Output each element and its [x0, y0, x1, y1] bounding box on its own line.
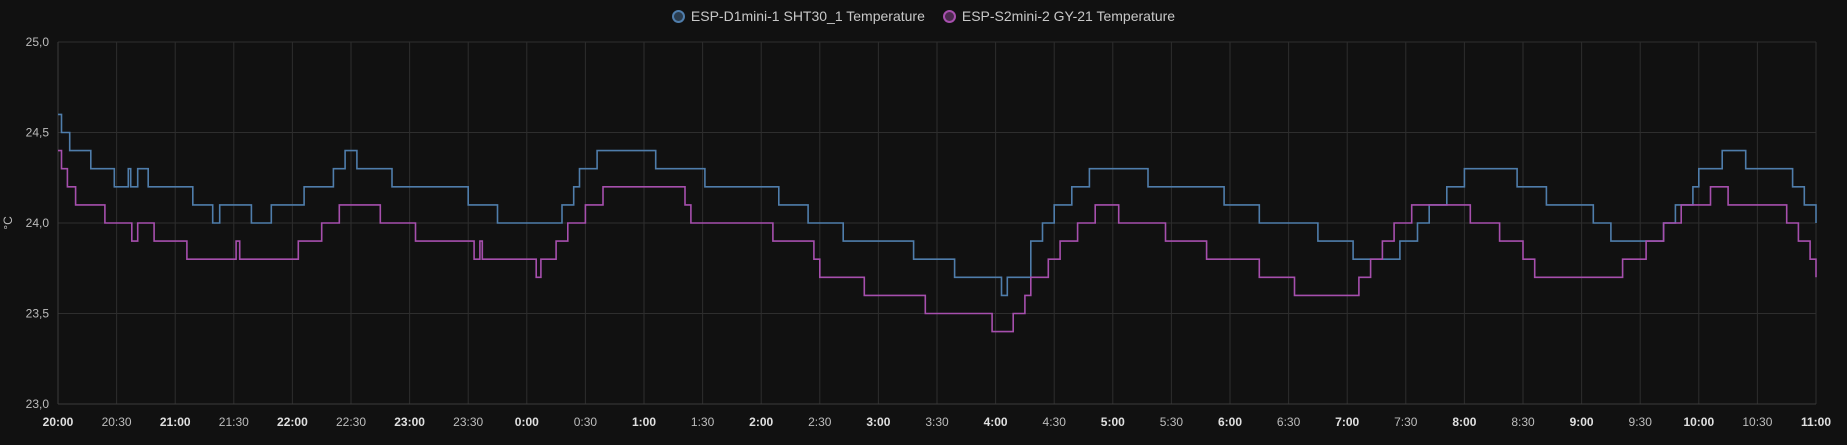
x-tick-label: 6:30	[1277, 415, 1301, 429]
x-tick-label: 22:30	[336, 415, 366, 429]
x-axis: 20:00 20:30 21:00 21:30 22:00 22:30 23:00 23:30…	[43, 415, 1832, 429]
x-tick-label: 0:00	[515, 415, 539, 429]
legend-item-series-1[interactable]: ESP-D1mini-1 SHT30_1 Temperature	[671, 8, 925, 24]
x-tick-label: 10:30	[1742, 415, 1772, 429]
y-tick-label: 24,5	[26, 126, 50, 140]
legend-label-series-1: ESP-D1mini-1 SHT30_1 Temperature	[690, 8, 925, 24]
x-tick-label: 0:30	[574, 415, 598, 429]
x-tick-label: 7:30	[1394, 415, 1418, 429]
x-tick-label: 20:30	[102, 415, 132, 429]
series-line-1[interactable]	[58, 113, 1817, 297]
legend-label-series-2: ESP-S2mini-2 GY-21 Temperature	[961, 8, 1176, 24]
chart-legend: ESP-D1mini-1 SHT30_1 Temperature ESP-S2m…	[0, 8, 1847, 24]
x-tick-label: 22:00	[277, 415, 308, 429]
x-tick-label: 11:00	[1801, 415, 1831, 429]
x-tick-label: 8:30	[1511, 415, 1535, 429]
x-tick-label: 21:30	[219, 415, 249, 429]
legend-swatch-series-2	[942, 9, 956, 23]
x-tick-label: 8:00	[1452, 415, 1476, 429]
legend-item-series-2[interactable]: ESP-S2mini-2 GY-21 Temperature	[942, 8, 1176, 24]
series-lines	[58, 113, 1817, 333]
x-tick-label: 23:00	[394, 415, 425, 429]
x-tick-label: 3:00	[866, 415, 890, 429]
y-tick-label: 23,0	[26, 397, 50, 411]
x-tick-label: 5:00	[1101, 415, 1125, 429]
x-tick-label: 4:30	[1043, 415, 1067, 429]
x-tick-label: 21:00	[160, 415, 191, 429]
y-tick-label: 25,0	[26, 35, 50, 49]
y-axis: 25,0 24,5 24,0 23,5 23,0 °C	[1, 35, 49, 411]
x-tick-label: 5:30	[1160, 415, 1184, 429]
x-tick-label: 3:30	[925, 415, 949, 429]
x-tick-label: 20:00	[43, 415, 74, 429]
x-tick-label: 1:30	[691, 415, 715, 429]
y-axis-label: °C	[1, 216, 15, 230]
x-tick-label: 9:30	[1629, 415, 1653, 429]
x-tick-label: 7:00	[1335, 415, 1359, 429]
x-tick-label: 6:00	[1218, 415, 1242, 429]
y-tick-label: 23,5	[26, 307, 50, 321]
series-line-2[interactable]	[58, 149, 1817, 333]
x-tick-label: 1:00	[632, 415, 656, 429]
x-tick-label: 2:30	[808, 415, 832, 429]
x-tick-label: 23:30	[453, 415, 483, 429]
x-tick-label: 2:00	[749, 415, 773, 429]
x-tick-label: 10:00	[1683, 415, 1714, 429]
y-tick-label: 24,0	[26, 216, 50, 230]
legend-swatch-series-1	[671, 9, 685, 23]
x-tick-label: 4:00	[984, 415, 1008, 429]
x-tick-label: 9:00	[1570, 415, 1594, 429]
